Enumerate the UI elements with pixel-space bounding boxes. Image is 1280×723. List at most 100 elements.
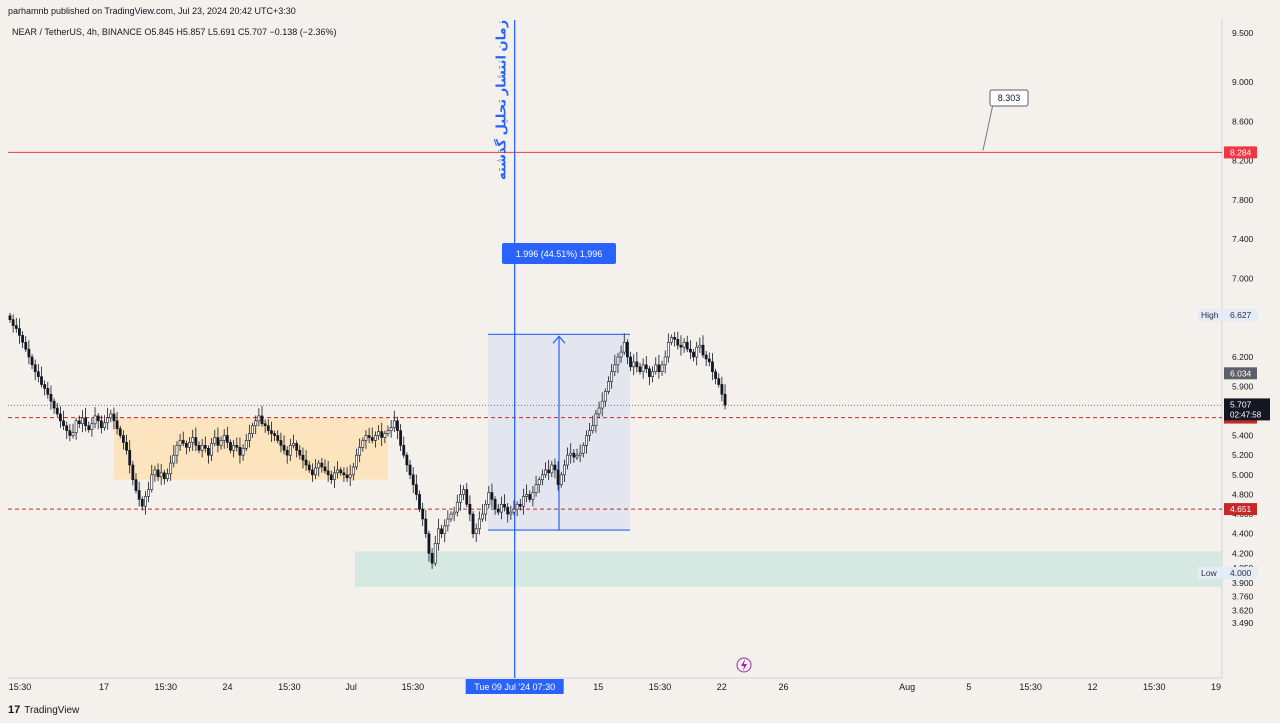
candle-body xyxy=(408,464,412,476)
x-tick-label: 15:30 xyxy=(649,682,672,692)
candle-body xyxy=(159,472,163,478)
candle-body xyxy=(147,489,151,497)
candle-body xyxy=(465,489,469,505)
candle-body xyxy=(720,384,724,395)
candle-body xyxy=(314,467,317,476)
candle-body xyxy=(707,358,711,363)
date-label: Tue 09 Jul '24 07:30 xyxy=(474,682,555,692)
candle-body xyxy=(282,445,286,451)
candle-body xyxy=(49,394,53,402)
candle-body xyxy=(21,335,25,343)
badge-6034: 6.034 xyxy=(1230,368,1252,378)
candle-body xyxy=(109,413,113,419)
candle-body xyxy=(84,417,88,427)
candle-body xyxy=(81,417,84,425)
candle-body xyxy=(216,437,220,446)
candle-body xyxy=(74,420,78,433)
measure-arrow-head-icon xyxy=(552,335,566,344)
x-tick-label: 15:30 xyxy=(1143,682,1166,692)
candle-body xyxy=(688,348,692,353)
candle-body xyxy=(528,494,532,500)
candle-body xyxy=(295,443,299,451)
candle-body xyxy=(288,445,292,456)
date-label-bg xyxy=(465,679,564,694)
candle-body xyxy=(310,469,314,476)
callout-box xyxy=(989,89,1029,107)
measure-label-box xyxy=(502,243,616,264)
candle-body xyxy=(462,489,466,495)
publisher-line: parhamnb published on TradingView.com, J… xyxy=(8,6,296,16)
candle-body xyxy=(594,413,598,427)
candle-body xyxy=(581,445,585,454)
candle-body xyxy=(534,484,538,493)
candle-body xyxy=(386,430,390,434)
candle-body xyxy=(622,341,626,353)
candle-body xyxy=(279,440,283,446)
candle-body xyxy=(115,420,119,429)
candle-body xyxy=(185,443,188,448)
candle-body xyxy=(585,435,588,446)
candle-body xyxy=(597,407,601,415)
candle-body xyxy=(600,400,604,409)
candle-body xyxy=(191,437,195,443)
candle-body xyxy=(188,442,191,448)
candle-body xyxy=(550,464,554,474)
candle-body xyxy=(660,364,664,373)
candle-body xyxy=(317,462,321,469)
candle-body xyxy=(65,425,69,431)
candle-body xyxy=(525,494,529,497)
candle-body xyxy=(254,420,258,427)
candle-body xyxy=(562,464,566,476)
x-tick-label: 15:30 xyxy=(1019,682,1042,692)
x-tick-label: 5 xyxy=(966,682,971,692)
candle-body xyxy=(572,452,576,458)
candle-body xyxy=(377,431,380,436)
candle-body xyxy=(248,433,251,441)
candle-body xyxy=(566,454,569,466)
candle-body xyxy=(266,425,270,431)
candle-body xyxy=(512,508,516,513)
candle-body xyxy=(575,454,579,458)
badge-8284-bg xyxy=(1224,146,1257,159)
candle-body xyxy=(200,445,204,451)
candle-body xyxy=(103,422,106,428)
candle-body xyxy=(370,437,374,441)
candle-body xyxy=(481,513,484,520)
y-tick-label: 7.400 xyxy=(1232,234,1254,244)
candle-body xyxy=(477,518,481,530)
candle-body xyxy=(229,442,232,451)
candle-body xyxy=(503,503,506,508)
candle-body xyxy=(676,339,680,346)
candle-body xyxy=(607,381,610,392)
candle-body xyxy=(418,494,421,510)
candle-body xyxy=(396,420,399,431)
candle-body xyxy=(632,361,636,368)
candle-body xyxy=(156,469,160,478)
candle-body xyxy=(556,469,560,485)
current-price-label: 5.707 xyxy=(1230,399,1252,409)
candle-body xyxy=(452,511,456,515)
candle-body xyxy=(427,533,431,554)
candle-body xyxy=(411,474,415,485)
candle-body xyxy=(348,474,352,479)
candle-body xyxy=(471,513,475,535)
countdown-label: 02:47:58 xyxy=(1230,410,1262,419)
candle-body xyxy=(46,388,50,395)
high-bg xyxy=(1198,309,1258,322)
candle-body xyxy=(367,435,371,438)
candle-body xyxy=(714,371,718,379)
candle-body xyxy=(635,361,639,368)
x-tick-label: 15:30 xyxy=(278,682,301,692)
candle-body xyxy=(670,337,673,343)
candle-body xyxy=(276,435,280,441)
candle-body xyxy=(8,315,12,320)
x-tick-label: Jul xyxy=(345,682,357,692)
candle-body xyxy=(55,407,59,415)
candle-body xyxy=(194,437,198,446)
candle-body xyxy=(292,443,295,446)
candle-body xyxy=(118,428,122,436)
vertical-marker-label: زمان انتشار تحلیل گذشته xyxy=(494,20,509,180)
candle-body xyxy=(351,466,355,476)
candle-body xyxy=(14,325,18,329)
